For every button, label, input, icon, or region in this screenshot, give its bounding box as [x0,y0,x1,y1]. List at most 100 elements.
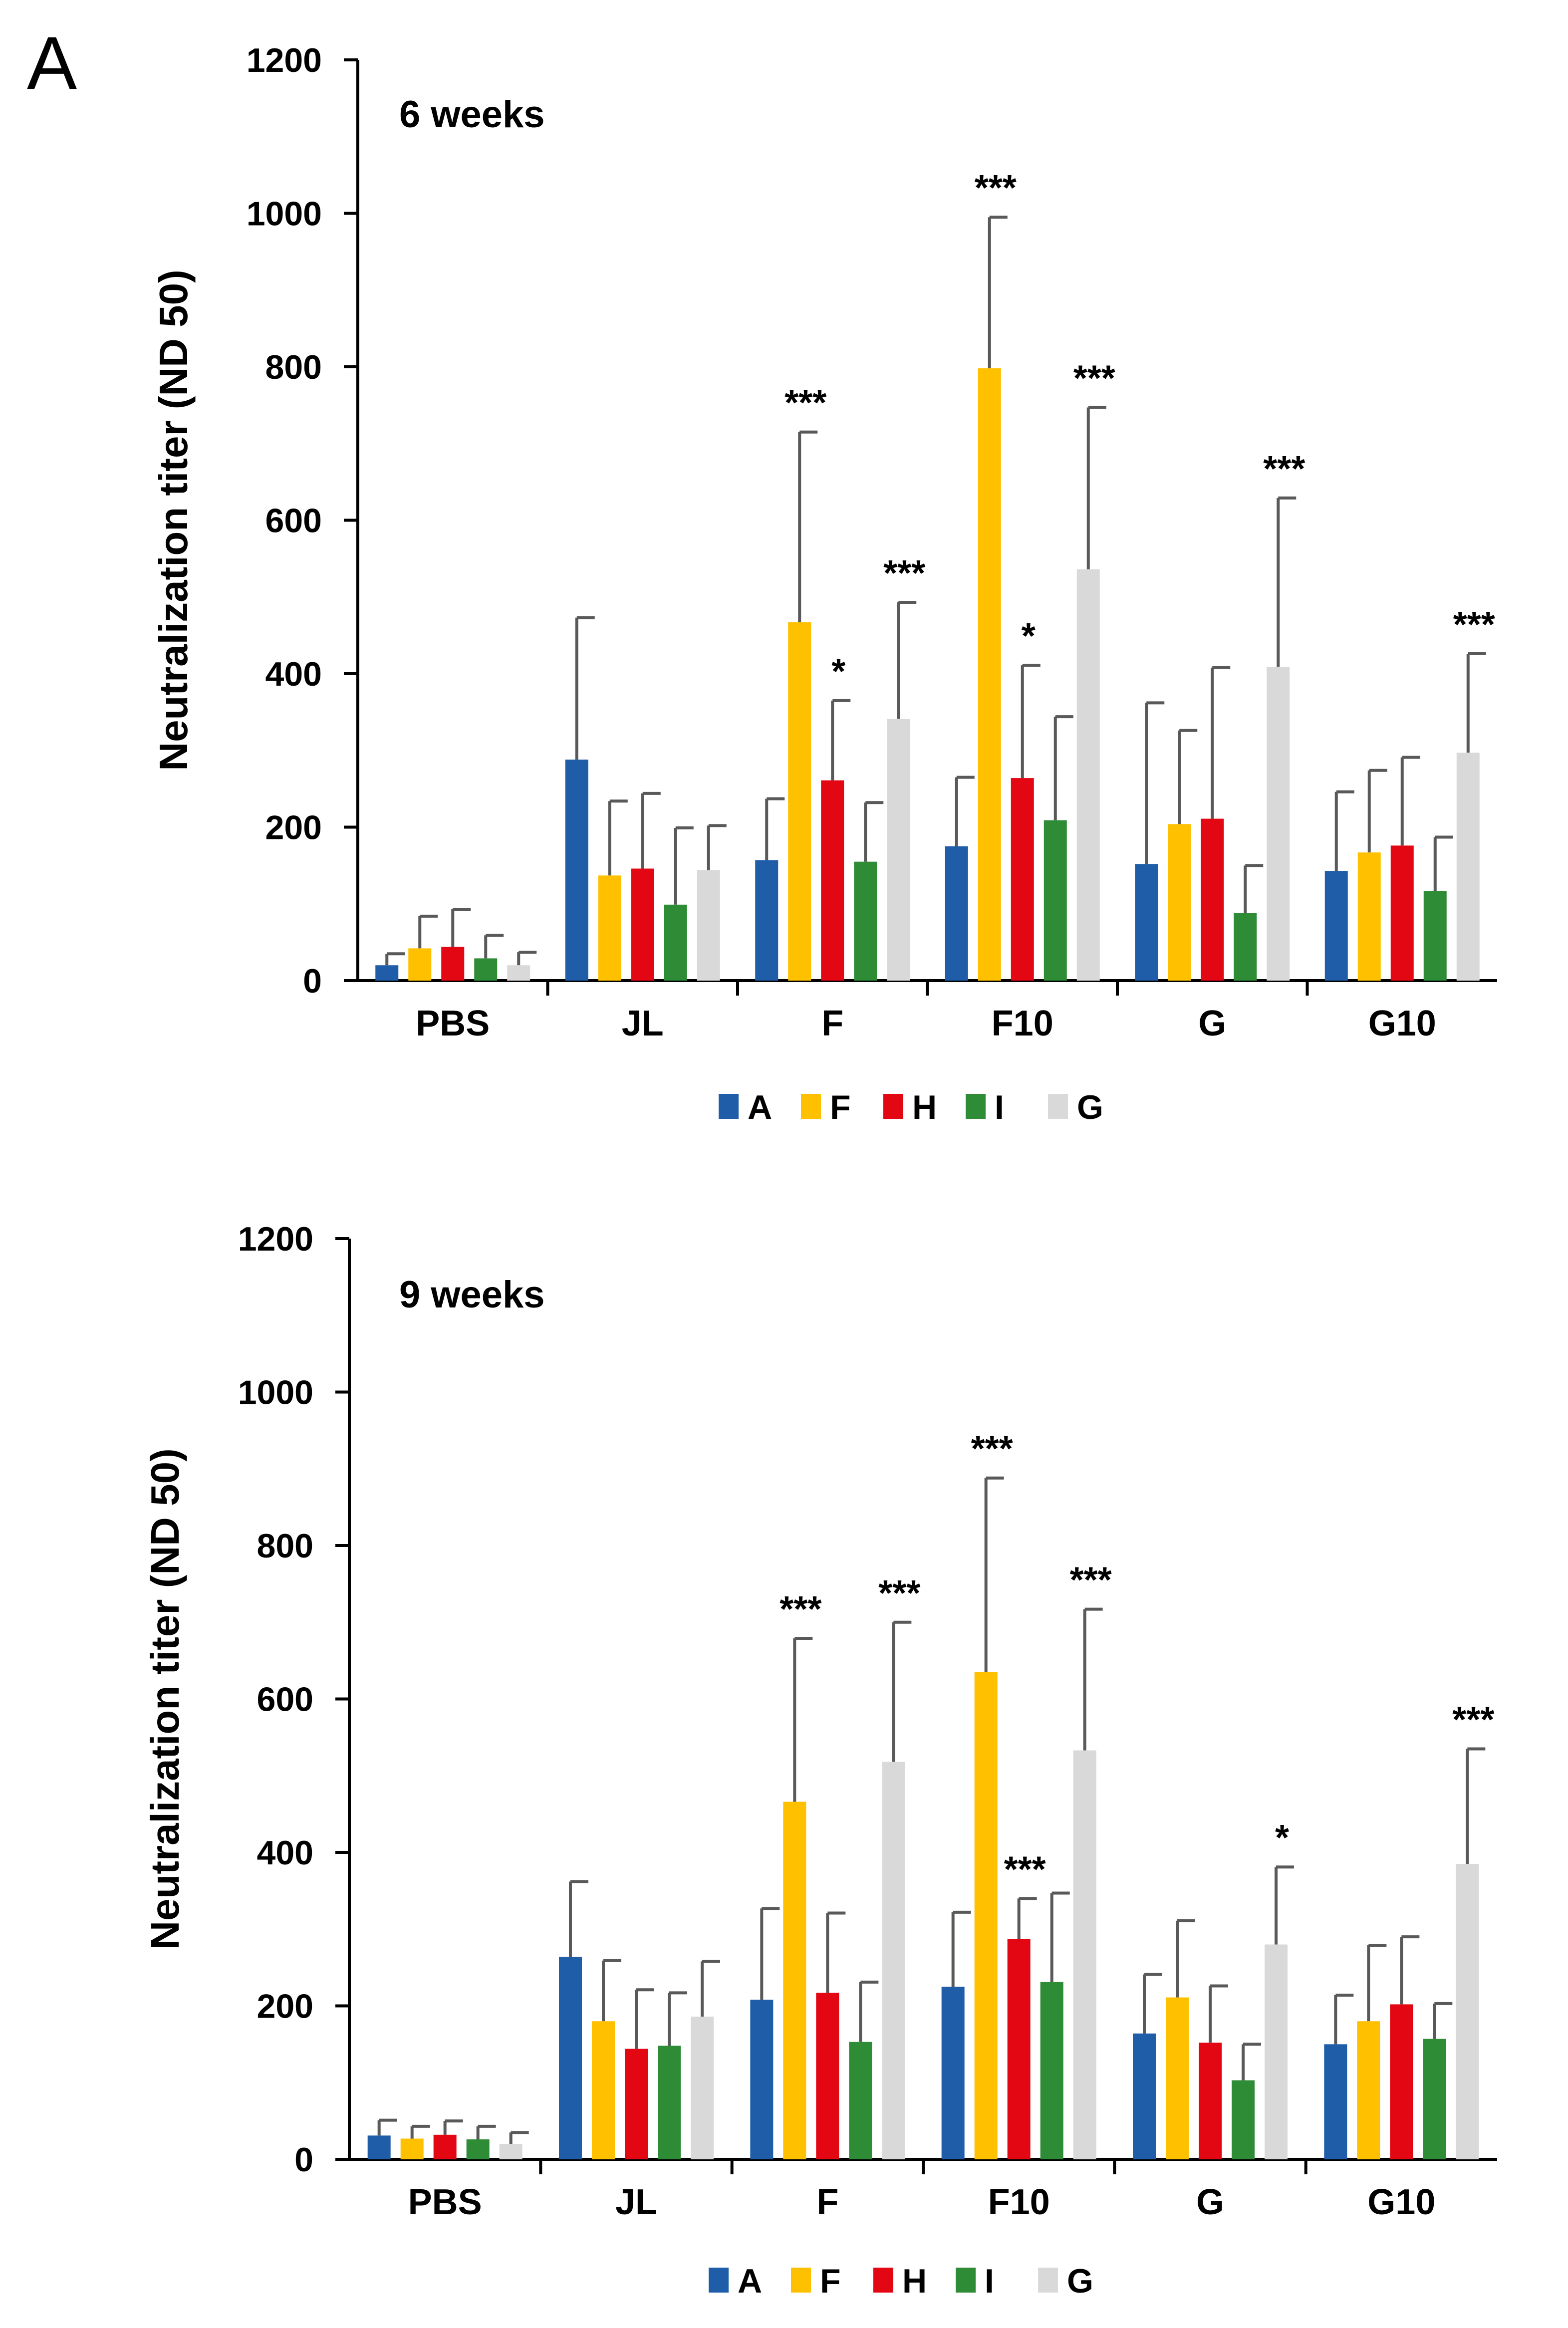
chart-title: 6 weeks [399,93,545,136]
significance-label: *** [1073,358,1115,398]
y-tick-label: 600 [265,502,322,540]
significance-label: * [1022,616,1036,656]
legend-label: G [1077,1088,1103,1126]
bar-A-G10 [1324,2044,1347,2159]
bar-G-PBS [499,2144,523,2159]
legend-label: F [820,2262,841,2300]
legend-swatch-H [883,1094,903,1119]
bar-I-F [849,2042,872,2159]
x-tick-label: JL [615,2182,657,2222]
bar-H-F10 [1007,1939,1031,2159]
legend-swatch-F [791,2268,811,2293]
bar-A-PBS [375,965,399,981]
significance-label: *** [975,168,1017,208]
bar-A-JL [565,760,588,981]
legend-swatch-I [956,2268,976,2293]
y-tick-label: 200 [265,809,322,847]
bar-G-F [887,719,910,981]
bar-H-PBS [433,2134,457,2159]
bar-I-F10 [1044,820,1067,981]
bar-F-G10 [1357,2021,1380,2159]
bar-A-PBS [367,2135,391,2159]
significance-label: *** [1263,449,1305,489]
bar-G-F [882,1762,905,2159]
bar-F-F10 [974,1672,998,2159]
bar-H-JL [625,2049,648,2159]
legend-label: G [1067,2262,1093,2300]
significance-label: *** [1453,605,1495,645]
bar-F-F [783,1802,806,2159]
bar-H-PBS [441,947,465,981]
bar-I-PBS [466,2139,490,2159]
bar-F-F10 [978,368,1001,981]
legend-swatch-G [1038,2268,1058,2293]
bar-I-G [1234,913,1257,981]
x-tick-label: G [1196,2182,1224,2222]
bar-F-G [1166,1997,1189,2159]
bar-F-JL [592,2021,615,2159]
significance-label: *** [1452,1700,1494,1740]
y-tick-label: 200 [257,1988,313,2026]
bar-A-G [1133,2033,1156,2159]
legend-label: A [748,1088,772,1126]
bar-A-JL [559,1957,582,2159]
bar-G-JL [691,2017,714,2159]
panel-letter: A [27,21,77,105]
legend-swatch-F [801,1094,821,1119]
y-axis-label: Neutralization titer (ND 50) [151,269,196,771]
y-tick-label: 1000 [238,1374,313,1412]
y-tick-label: 800 [257,1527,313,1565]
bar-I-G10 [1423,2039,1446,2159]
bar-A-F [750,2000,774,2159]
legend-label: F [830,1088,851,1126]
y-tick-label: 1200 [238,1220,313,1258]
bar-A-G [1135,864,1158,981]
bar-I-F10 [1040,1982,1063,2159]
x-tick-label: F10 [988,2182,1050,2222]
bar-G-G [1267,667,1290,981]
chart-6-weeks: 6 weeks 0 200 400 600 800 1000 1200 Neutralizati… [151,41,1497,1126]
significance-label: * [1275,1818,1289,1858]
x-tick-label: PBS [408,2182,482,2222]
y-tick-label: 400 [257,1834,313,1872]
legend-label: A [738,2262,762,2300]
legend-label: I [995,1088,1004,1126]
bar-G-F10 [1076,569,1100,981]
bar-A-F10 [945,846,968,981]
significance-label: *** [780,1589,821,1629]
bar-G-JL [697,870,720,981]
x-tick-label: JL [622,1004,664,1043]
bar-F-G10 [1357,852,1381,981]
significance-label: * [831,652,845,692]
bar-F-PBS [400,2138,424,2159]
bar-G-PBS [507,965,530,981]
bar-I-G [1232,2080,1255,2159]
chart-9-weeks: 9 weeks 0 200 400 600 800 1000 1200 Neutralizati… [143,1220,1497,2300]
bar-H-G10 [1390,845,1414,981]
bar-H-F [816,1993,839,2159]
significance-label: *** [883,553,925,593]
bar-G-G10 [1456,753,1480,981]
bar-H-G10 [1390,2004,1413,2159]
x-tick-label: G10 [1368,1004,1436,1043]
legend-swatch-G [1048,1094,1068,1119]
x-tick-label: PBS [416,1004,490,1043]
legend-label: H [912,1088,937,1126]
y-tick-label: 400 [265,655,322,693]
chart-title: 9 weeks [399,1274,545,1316]
significance-label: *** [1004,1849,1046,1889]
bar-G-F10 [1073,1750,1096,2159]
bar-I-JL [658,2046,681,2159]
y-tick-label: 800 [265,348,322,386]
x-tick-label: G [1198,1004,1226,1043]
bar-I-G10 [1423,891,1447,981]
bar-I-PBS [474,958,498,981]
y-tick-label: 0 [303,962,322,1000]
bar-H-F [821,780,844,981]
bar-G-G [1265,1944,1288,2159]
bar-G-G10 [1456,1864,1479,2159]
bar-A-F [755,860,779,981]
legend-swatch-A [709,2268,729,2293]
bar-H-F10 [1011,778,1034,981]
significance-label: *** [1070,1560,1112,1600]
